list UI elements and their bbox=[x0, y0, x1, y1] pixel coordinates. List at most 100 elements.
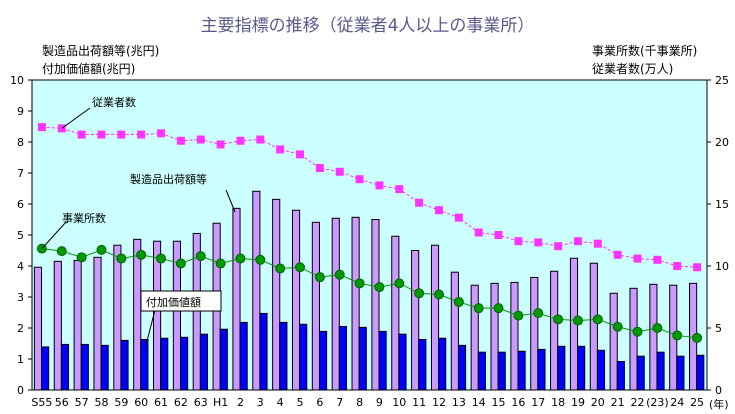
bar-shipments bbox=[272, 198, 281, 391]
bar-shipments bbox=[153, 240, 162, 391]
marker-establishments bbox=[136, 249, 147, 260]
bar-shipments bbox=[33, 266, 43, 391]
x-tick-label: 19 bbox=[571, 396, 585, 409]
left-tick-label: 5 bbox=[17, 229, 24, 242]
marker-employees bbox=[315, 164, 324, 173]
bar-shipments bbox=[351, 216, 360, 391]
marker-employees bbox=[653, 255, 662, 264]
marker-employees bbox=[256, 135, 265, 144]
x-tick-label: 57 bbox=[75, 396, 89, 409]
x-tick-label: 6 bbox=[316, 396, 323, 409]
right-tick-label: 15 bbox=[715, 198, 729, 211]
marker-employees bbox=[296, 150, 305, 159]
marker-establishments bbox=[175, 258, 186, 269]
bar-value-added bbox=[279, 321, 288, 391]
bar-value-added bbox=[577, 345, 586, 391]
x-tick-label: (23) bbox=[646, 396, 669, 409]
marker-establishments bbox=[354, 278, 365, 289]
x-tick-label: 15 bbox=[492, 396, 506, 409]
bar-shipments bbox=[649, 283, 658, 391]
left-tick-label: 10 bbox=[10, 74, 24, 87]
left-tick-label: 6 bbox=[17, 198, 24, 211]
marker-employees bbox=[474, 228, 483, 237]
marker-establishments bbox=[76, 252, 87, 263]
x-tick-label: 62 bbox=[174, 396, 188, 409]
x-tick-label: 25 bbox=[690, 396, 704, 409]
bar-shipments bbox=[73, 259, 82, 391]
marker-establishments bbox=[513, 310, 524, 321]
x-tick-label: 20 bbox=[591, 396, 605, 409]
bar-shipments bbox=[93, 256, 102, 391]
x-tick-label: 24 bbox=[670, 396, 684, 409]
marker-employees bbox=[415, 198, 424, 207]
callout-line bbox=[41, 221, 67, 249]
x-tick-label: 9 bbox=[376, 396, 383, 409]
bar-value-added bbox=[557, 345, 566, 391]
x-tick-label: 7 bbox=[336, 396, 343, 409]
line-employees bbox=[41, 126, 698, 268]
marker-employees bbox=[77, 130, 86, 139]
marker-employees bbox=[673, 262, 682, 270]
marker-employees bbox=[196, 135, 205, 144]
bar-value-added bbox=[616, 360, 625, 391]
x-tick-label: H1 bbox=[213, 396, 228, 409]
right-tick-label: 0 bbox=[715, 384, 722, 397]
marker-establishments bbox=[672, 330, 683, 341]
marker-employees bbox=[276, 145, 285, 154]
x-tick-label: 56 bbox=[55, 396, 69, 409]
marker-establishments bbox=[692, 332, 703, 343]
x-unit-label: (年) bbox=[709, 397, 729, 411]
x-tick-label: 18 bbox=[551, 396, 565, 409]
marker-employees bbox=[335, 167, 344, 176]
marker-employees bbox=[375, 181, 384, 190]
callout-line bbox=[225, 189, 236, 213]
x-tick-label: 13 bbox=[452, 396, 466, 409]
x-tick-label: 22 bbox=[631, 396, 645, 409]
x-tick-label: 10 bbox=[392, 396, 406, 409]
bar-value-added bbox=[41, 346, 50, 391]
right-tick-label: 25 bbox=[715, 74, 729, 87]
bar-shipments bbox=[232, 207, 241, 391]
marker-establishments bbox=[235, 253, 246, 264]
marker-establishments bbox=[96, 244, 107, 255]
marker-establishments bbox=[433, 289, 444, 300]
marker-establishments bbox=[592, 314, 603, 325]
marker-establishments bbox=[116, 253, 127, 264]
marker-establishments bbox=[612, 321, 623, 332]
left-tick-label: 7 bbox=[17, 167, 24, 180]
bar-value-added bbox=[537, 348, 546, 391]
left-tick-label: 0 bbox=[17, 384, 24, 397]
bar-value-added bbox=[80, 343, 89, 391]
marker-establishments bbox=[553, 314, 564, 325]
marker-establishments bbox=[156, 253, 167, 264]
marker-employees bbox=[117, 130, 126, 139]
bar-value-added bbox=[438, 337, 447, 391]
right-axis-label-2: 従業者数(万人) bbox=[592, 62, 674, 76]
bar-shipments bbox=[252, 190, 261, 391]
marker-employees bbox=[434, 206, 443, 215]
bar-value-added bbox=[378, 330, 387, 391]
line-establishments bbox=[41, 248, 698, 339]
x-tick-label: 61 bbox=[154, 396, 168, 409]
marker-establishments bbox=[652, 323, 663, 333]
marker-employees bbox=[514, 237, 523, 246]
left-tick-label: 8 bbox=[17, 136, 24, 149]
marker-establishments bbox=[414, 288, 425, 299]
x-tick-label: 12 bbox=[432, 396, 446, 409]
bar-value-added bbox=[318, 330, 328, 391]
left-tick-label: 1 bbox=[17, 353, 24, 366]
label-shipments: 製造品出荷額等 bbox=[130, 172, 207, 186]
marker-establishments bbox=[453, 296, 464, 307]
bar-value-added bbox=[497, 351, 506, 391]
left-tick-label: 4 bbox=[17, 260, 24, 273]
bar-value-added bbox=[656, 351, 665, 391]
marker-employees bbox=[573, 237, 582, 246]
marker-establishments bbox=[572, 315, 583, 326]
marker-employees bbox=[176, 136, 185, 145]
x-tick-label: 59 bbox=[114, 396, 128, 409]
right-tick-label: 5 bbox=[715, 322, 722, 335]
x-tick-label: S55 bbox=[31, 396, 52, 409]
callout-line bbox=[61, 107, 91, 129]
bar-value-added bbox=[596, 349, 606, 391]
